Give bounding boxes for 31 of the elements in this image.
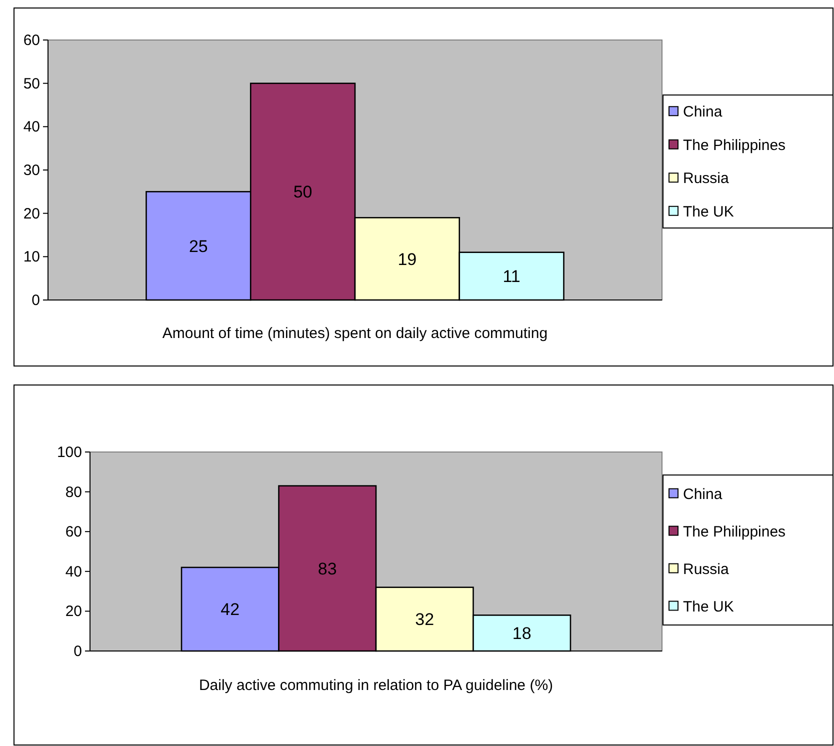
data-label: 42	[220, 600, 240, 620]
legend-label: China	[683, 486, 723, 503]
legend-label: The UK	[683, 598, 734, 616]
data-label: 83	[318, 559, 337, 578]
legend-label: China	[683, 104, 723, 121]
y-tick-label: 10	[23, 248, 40, 266]
y-tick-label: 60	[23, 32, 40, 49]
data-label: 11	[502, 267, 520, 286]
y-tick-label: 50	[23, 75, 40, 92]
y-tick-label: 30	[23, 162, 40, 179]
y-tick-label: 0	[32, 292, 40, 309]
x-axis-title: Daily active commuting in relation to PA guideline (%)	[198, 677, 554, 694]
legend-label: The Philippines	[683, 523, 786, 540]
x-axis-title: Amount of time (minutes) spent on daily active commuting	[162, 325, 548, 342]
y-tick-label: 100	[56, 444, 82, 461]
y-tick-label: 0	[74, 643, 82, 660]
y-tick-label: 20	[23, 205, 40, 222]
y-tick-label: 40	[23, 118, 40, 136]
data-label: 32	[415, 610, 434, 630]
data-label: 19	[398, 250, 417, 269]
legend-label: Russia	[683, 560, 730, 578]
y-tick-label: 60	[65, 524, 82, 541]
legend-label: Russia	[683, 170, 730, 188]
data-label: 25	[188, 236, 208, 256]
legend-label: The UK	[683, 203, 734, 220]
y-tick-label: 80	[65, 484, 82, 501]
y-tick-label: 20	[65, 603, 82, 620]
data-label: 18	[512, 624, 532, 644]
legend-label: The Philippines	[683, 136, 786, 154]
y-tick-label: 40	[65, 563, 82, 580]
data-label: 50	[293, 182, 312, 202]
